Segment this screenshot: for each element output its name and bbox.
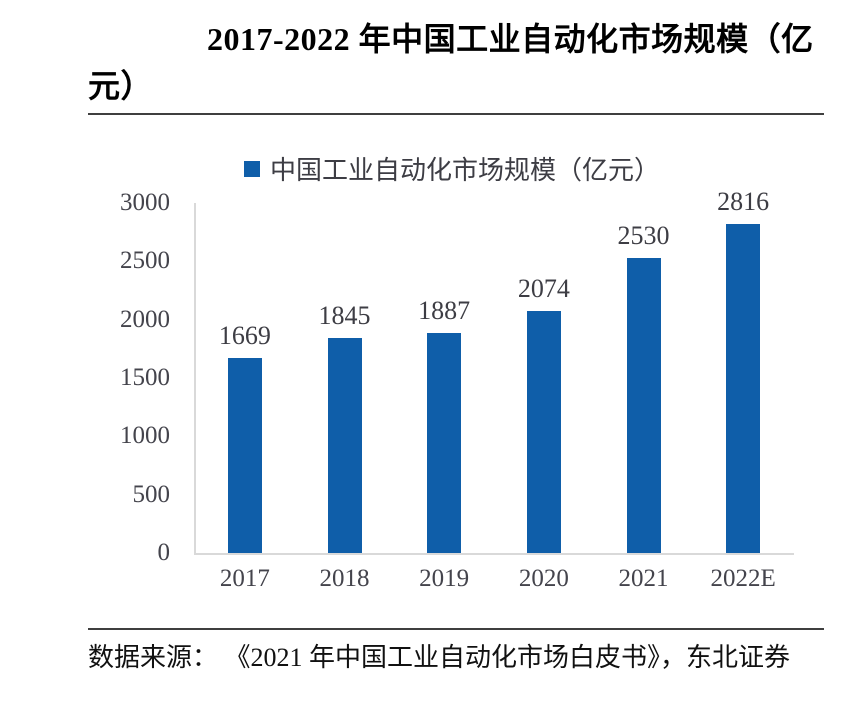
x-axis-tick-label: 2018 bbox=[319, 565, 370, 592]
bar-value-label: 1669 bbox=[218, 321, 271, 351]
legend-marker-icon bbox=[244, 160, 260, 177]
data-source: 数据来源： 《2021 年中国工业自动化市场白皮书》，东北证券 bbox=[88, 643, 791, 672]
bar-value-label: 2530 bbox=[617, 220, 670, 250]
y-axis-tick-label: 1000 bbox=[120, 422, 170, 450]
x-axis-tick-label: 2020 bbox=[518, 565, 569, 592]
bar-value-label: 2816 bbox=[717, 187, 770, 217]
bottom-divider bbox=[88, 628, 824, 630]
y-axis-tick-label: 2500 bbox=[120, 247, 170, 275]
y-axis-tick-label: 2000 bbox=[120, 305, 170, 333]
x-axis-tick-label: 2022E bbox=[710, 565, 776, 592]
y-axis-tick-label: 1500 bbox=[120, 364, 170, 391]
x-axis-tick-label: 2017 bbox=[219, 565, 270, 592]
bar-2021 bbox=[626, 257, 661, 553]
x-axis-tick-label: 2019 bbox=[419, 565, 470, 592]
bar-value-label: 1887 bbox=[418, 295, 471, 325]
legend-label: 中国工业自动化市场规模（亿元） bbox=[270, 156, 661, 185]
bar-2020 bbox=[526, 311, 561, 553]
bar-2019 bbox=[427, 332, 462, 553]
bar-2022E bbox=[726, 224, 761, 553]
y-axis-tick-label: 3000 bbox=[120, 189, 170, 216]
chart-legend: 中国工业自动化市场规模（亿元） bbox=[244, 150, 660, 187]
y-axis-tick-label: 500 bbox=[132, 480, 171, 508]
y-axis-tick-label: 0 bbox=[157, 539, 171, 566]
bar-2017 bbox=[227, 358, 262, 553]
y-axis-line bbox=[194, 203, 196, 555]
x-axis-line bbox=[194, 553, 794, 555]
bar-value-label: 1845 bbox=[318, 300, 371, 330]
x-axis-tick-label: 2021 bbox=[618, 565, 669, 592]
chart-title: 2017-2022 年中国工业自动化市场规模（亿元） bbox=[88, 21, 814, 104]
bar-value-label: 2074 bbox=[517, 274, 570, 304]
bar-2018 bbox=[327, 337, 362, 553]
top-divider bbox=[88, 113, 824, 115]
